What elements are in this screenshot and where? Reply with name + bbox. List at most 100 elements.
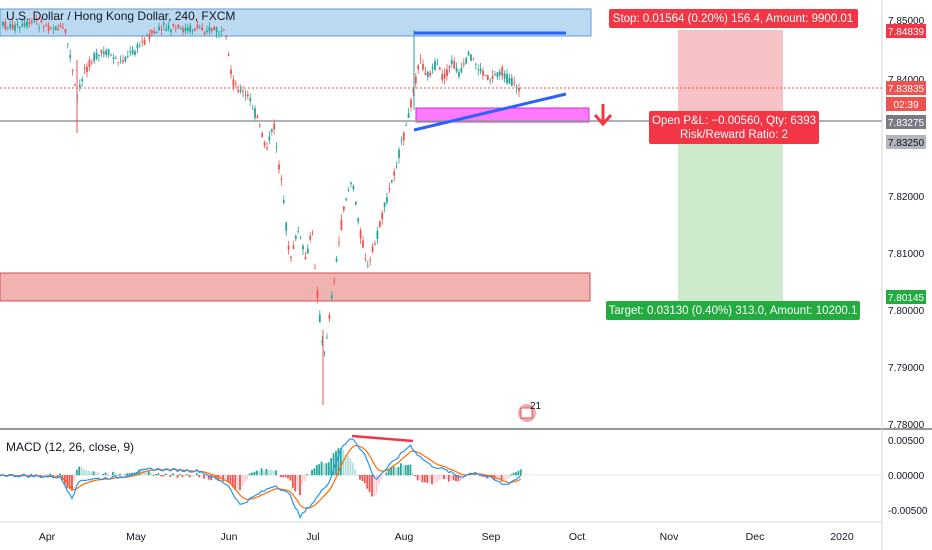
macd-histogram-bar — [217, 475, 220, 481]
candle-body — [412, 88, 415, 93]
candle-body — [446, 69, 448, 77]
candle-body — [357, 218, 360, 222]
countdown-label: 02:39 — [886, 97, 926, 111]
candle-body — [453, 61, 456, 69]
signal-line — [0, 444, 522, 509]
candle-body — [364, 259, 367, 260]
macd-histogram-bar — [54, 475, 57, 477]
price-tick-label: 7.79000 — [888, 363, 925, 374]
macd-histogram-bar — [450, 475, 453, 479]
macd-histogram-bar — [323, 463, 325, 476]
macd-histogram-bar — [176, 475, 179, 478]
candle-body — [71, 69, 74, 71]
macd-title[interactable]: MACD (12, 26, close, 9) — [6, 440, 135, 454]
macd-histogram-bar — [191, 475, 193, 478]
stop-label-box[interactable]: Stop: 0.01564 (0.20%) 156.4, Amount: 990… — [609, 9, 858, 28]
candle-body — [93, 53, 96, 62]
events-badge[interactable]: 21 — [518, 401, 542, 422]
candle-body — [426, 71, 429, 78]
macd-histogram-bar — [188, 475, 191, 478]
candle-body — [158, 26, 160, 31]
time-tick-label: Dec — [746, 531, 765, 543]
macd-histogram-bar — [138, 469, 141, 476]
candle-body — [494, 74, 496, 76]
candle-body — [62, 27, 64, 29]
macd-histogram-bar — [299, 475, 301, 496]
candle-body — [129, 51, 132, 53]
support-zone[interactable] — [0, 272, 591, 302]
triangle-bottom-line[interactable] — [413, 92, 567, 132]
candle-body — [143, 39, 146, 45]
candle-body — [455, 67, 458, 72]
stop-zone[interactable] — [678, 30, 783, 121]
pnl-label-box[interactable]: Open P&L: −0.00560, Qty: 6393 Risk/Rewar… — [649, 111, 819, 144]
candle-body — [294, 236, 297, 239]
candle-body — [498, 71, 501, 76]
macd-series — [0, 438, 882, 520]
candle-body — [131, 49, 134, 55]
time-axis[interactable]: Apr May Jun Jul Aug Sep Oct Nov Dec 2020 — [39, 531, 854, 543]
candle-body — [45, 24, 48, 26]
macd-histogram-bar — [301, 475, 304, 485]
target-zone[interactable] — [678, 121, 783, 303]
candle-body — [210, 28, 213, 31]
down-arrow-icon[interactable] — [593, 104, 613, 127]
time-tick-label: 2020 — [830, 531, 854, 543]
candle-body — [467, 52, 470, 56]
candle-body — [436, 63, 439, 65]
time-tick-label: Nov — [660, 531, 679, 543]
candle-body — [186, 27, 189, 31]
macd-histogram-bar — [339, 448, 342, 476]
time-tick-label: Sep — [482, 531, 501, 543]
macd-histogram-bar — [260, 468, 263, 476]
macd-histogram-bar — [234, 475, 237, 490]
candle-body — [376, 230, 379, 240]
macd-histogram-bar — [107, 475, 109, 476]
candle-body — [460, 67, 463, 73]
candle-body — [297, 230, 300, 232]
macd-histogram-bar — [315, 464, 318, 476]
candle-body — [398, 149, 400, 158]
symbol-title[interactable]: U.S. Dollar / Hong Kong Dollar, 240, FXC… — [6, 9, 236, 23]
macd-histogram-bar — [270, 469, 273, 476]
candle-body — [239, 89, 242, 92]
macd-histogram-bar — [351, 462, 354, 476]
macd-histogram-bar — [143, 470, 145, 476]
candle-body — [314, 267, 316, 269]
target-label-box[interactable]: Target: 0.03130 (0.40%) 313.0, Amount: 1… — [606, 301, 860, 320]
macd-histogram-bar — [181, 475, 184, 478]
candle-body — [107, 49, 110, 56]
candle-body — [338, 242, 340, 243]
candle-body — [482, 70, 484, 76]
candle-body — [206, 30, 208, 32]
candle-body — [172, 24, 175, 27]
candle-body — [237, 90, 240, 93]
macd-histogram-bar — [447, 475, 450, 482]
candle-body — [402, 132, 405, 141]
candle-body — [270, 129, 273, 132]
candle-body — [69, 54, 72, 59]
candle-body — [278, 164, 280, 170]
candle-body — [395, 166, 398, 168]
candle-body — [218, 32, 220, 34]
candle-body — [21, 24, 24, 27]
macd-histogram-bar — [159, 475, 162, 477]
macd-histogram-bar — [498, 475, 501, 480]
macd-histogram-bar — [102, 473, 105, 476]
macd-histogram-bar — [366, 475, 369, 489]
macd-divergence-line[interactable] — [351, 434, 414, 443]
price-axis[interactable]: 7.85000 7.84000 7.82000 7.81000 7.80000 7.790… — [888, 16, 928, 517]
svg-text:7.80145: 7.80145 — [888, 293, 925, 304]
macd-histogram-bar — [150, 472, 153, 476]
time-tick-label: Oct — [569, 531, 585, 543]
candle-body — [275, 146, 278, 148]
candle-body — [57, 28, 60, 31]
candle-body — [424, 72, 427, 75]
candle-body — [167, 25, 170, 30]
candle-body — [117, 61, 120, 63]
macd-histogram-bar — [361, 475, 364, 482]
candle-body — [220, 30, 223, 32]
candle-body — [335, 258, 338, 262]
candle-body — [177, 24, 180, 28]
